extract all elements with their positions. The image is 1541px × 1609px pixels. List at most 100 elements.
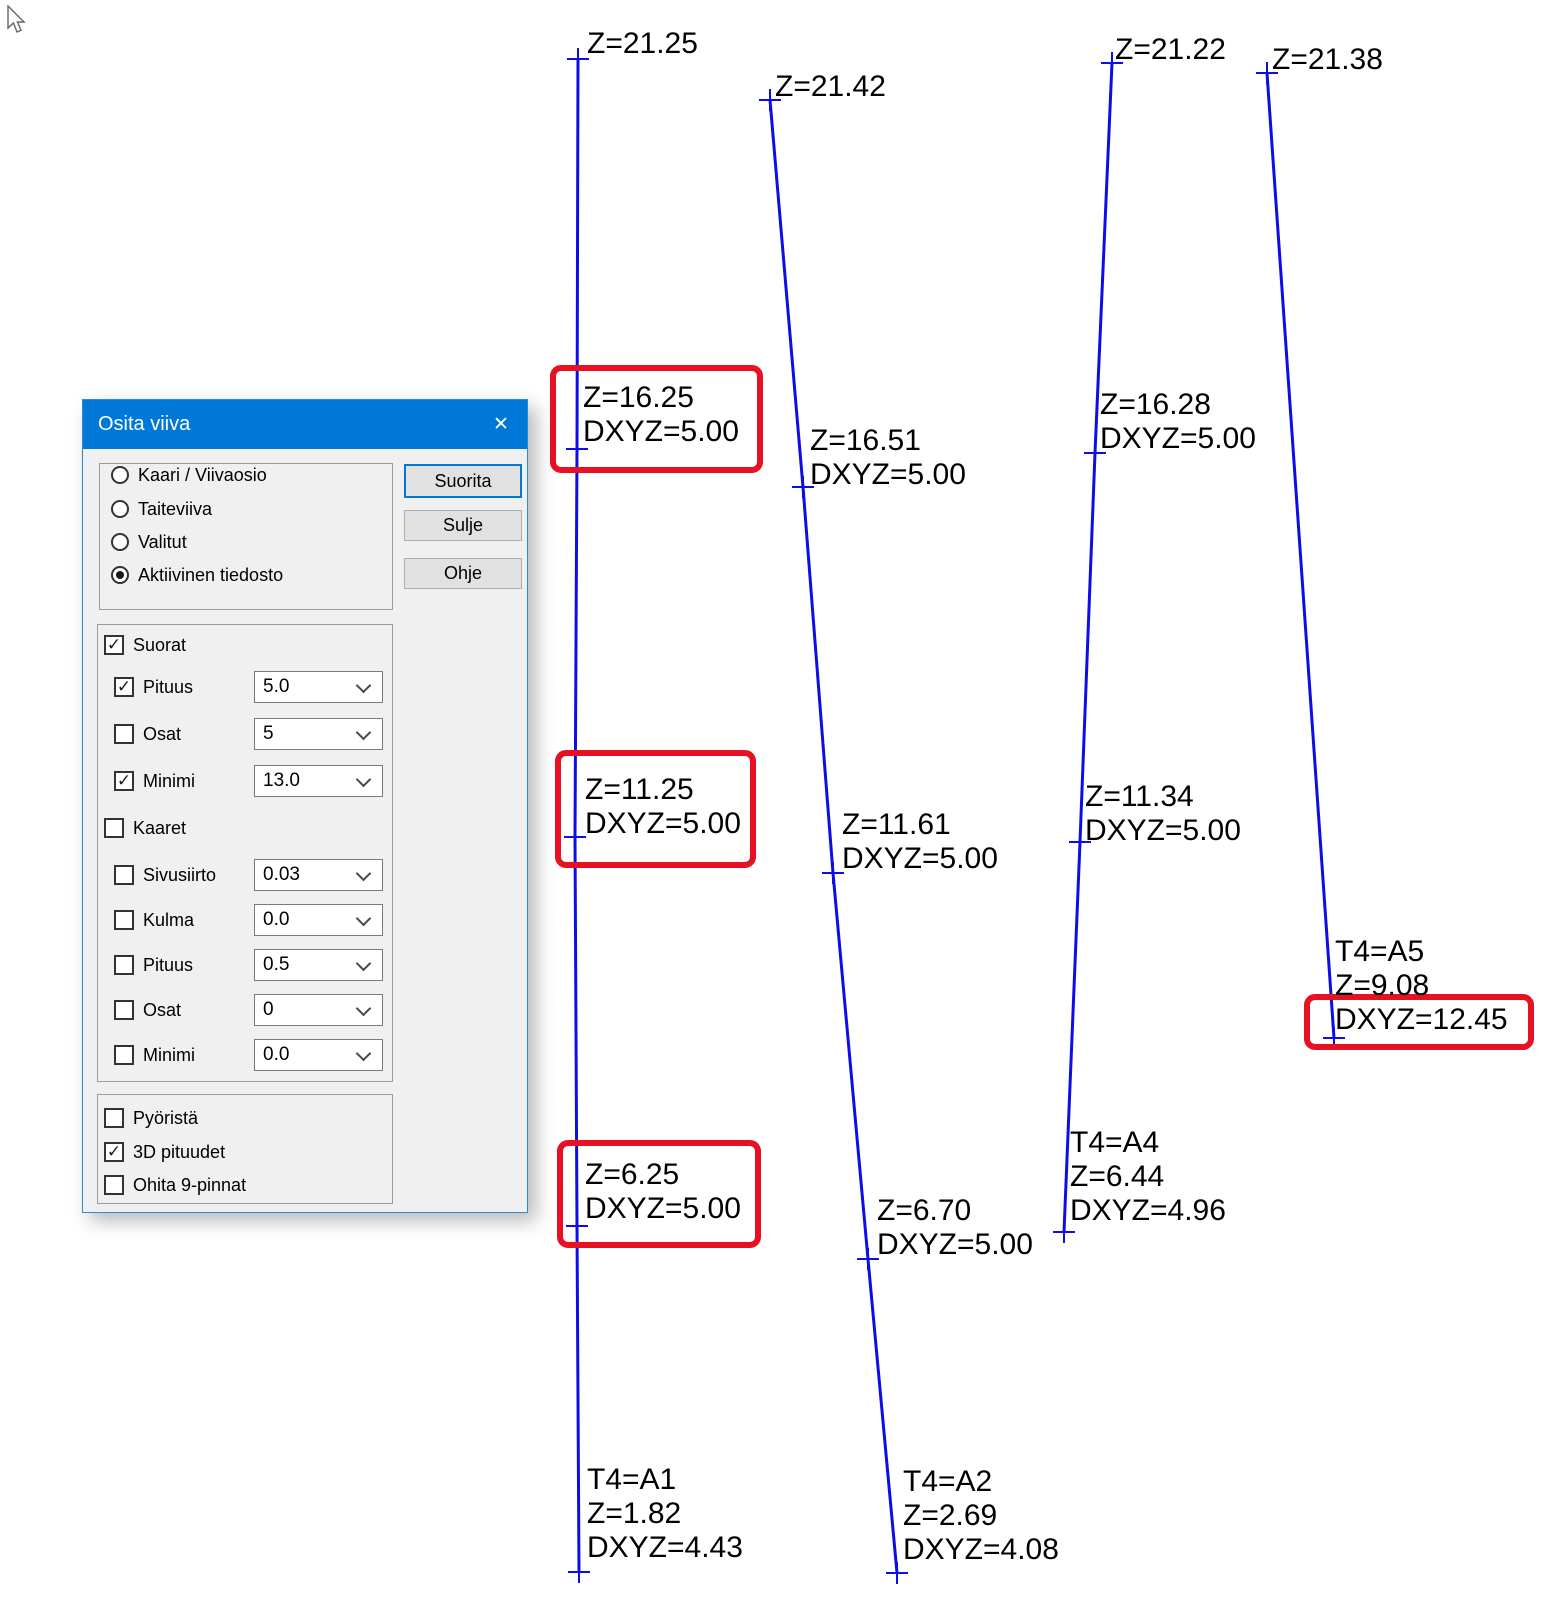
osat-combo[interactable]: 5: [254, 718, 383, 750]
chevron-down-icon: [355, 955, 372, 971]
vertex-cross-icon: [1256, 62, 1278, 84]
minimi-combo[interactable]: 13.0: [254, 765, 383, 797]
vertex-cross-icon: [568, 1561, 590, 1583]
point-label: Z=16.28: [1100, 388, 1211, 421]
kulma-combo[interactable]: 0.0: [254, 904, 383, 936]
ohita-9-pinnat-checkbox[interactable]: ✓: [104, 1175, 124, 1195]
help-button[interactable]: Ohje: [404, 558, 522, 589]
vertex-cross-icon: [1101, 52, 1123, 74]
checkbox-label: Minimi: [143, 770, 195, 791]
point-label: Z=21.25: [587, 27, 698, 60]
vertex-cross-icon: [567, 48, 589, 70]
sivusiirto-checkbox[interactable]: ✓: [114, 865, 134, 885]
checkbox-row-pyorista[interactable]: ✓ Pyöristä: [104, 1107, 198, 1129]
point-label: DXYZ=5.00: [1085, 814, 1241, 847]
point-label: T4=A1: [587, 1463, 676, 1496]
point-label: DXYZ=4.96: [1070, 1194, 1226, 1227]
survey-line-A1: [564, 48, 590, 1583]
checkbox-label: Sivusiirto: [143, 864, 217, 885]
execute-button[interactable]: Suorita: [404, 464, 522, 498]
check-icon: ✓: [106, 1141, 122, 1161]
checkbox-label: Osat: [143, 999, 182, 1020]
polyline-A1[interactable]: [573, 58, 581, 1573]
pituus-checkbox[interactable]: ✓: [114, 677, 134, 697]
pituus-combo[interactable]: 5.0: [254, 671, 383, 703]
radio-kaari-viivaosio[interactable]: [111, 466, 129, 484]
suorat-checkbox[interactable]: ✓: [104, 635, 124, 655]
point-label: DXYZ=5.00: [810, 458, 966, 491]
radio-label: Taiteviiva: [138, 498, 213, 519]
checkbox-label: Osat: [143, 723, 182, 744]
point-label: Z=21.42: [775, 70, 886, 103]
checkbox-row-sivusiirto[interactable]: ✓ Sivusiirto: [114, 864, 216, 886]
dialog-titlebar[interactable]: Osita viiva ✕: [83, 400, 527, 449]
radio-row-taiteviiva[interactable]: Taiteviiva: [111, 498, 212, 520]
point-label: DXYZ=5.00: [842, 842, 998, 875]
checkbox-label: Pituus: [143, 954, 194, 975]
checkbox-row-pituus[interactable]: ✓ Pituus: [114, 676, 193, 698]
highlight-box: [550, 365, 763, 473]
point-label: Z=11.34: [1085, 780, 1194, 813]
polyline-A5[interactable]: [1265, 72, 1336, 1039]
point-label: DXYZ=5.00: [1100, 422, 1256, 455]
point-label: Z=2.69: [903, 1499, 997, 1532]
point-label: DXYZ=12.45: [1335, 1003, 1508, 1036]
point-label: DXYZ=5.00: [583, 415, 739, 448]
checkbox-row-kulma[interactable]: ✓ Kulma: [114, 909, 194, 931]
3d-pituudet-checkbox[interactable]: ✓: [104, 1142, 124, 1162]
vertex-cross-icon: [566, 1215, 588, 1237]
close-button[interactable]: Sulje: [404, 510, 522, 541]
osat-arc-combo[interactable]: 0: [254, 994, 383, 1026]
point-label: Z=16.51: [810, 424, 921, 457]
combo-value: 0: [263, 999, 274, 1020]
osat-checkbox[interactable]: ✓: [114, 724, 134, 744]
checkbox-row-suorat[interactable]: ✓ Suorat: [104, 634, 186, 656]
point-label: Z=6.44: [1070, 1160, 1164, 1193]
survey-line-A4: [1053, 52, 1123, 1243]
mouse-cursor-icon: [7, 5, 26, 33]
point-label: Z=21.22: [1115, 33, 1226, 66]
point-label: DXYZ=4.43: [587, 1531, 743, 1564]
minimi-checkbox[interactable]: ✓: [114, 771, 134, 791]
polyline-A4[interactable]: [1062, 62, 1114, 1233]
pituus-arc-combo[interactable]: 0.5: [254, 949, 383, 981]
checkbox-row-pituus-arc[interactable]: ✓ Pituus: [114, 954, 193, 976]
kulma-checkbox[interactable]: ✓: [114, 910, 134, 930]
checkbox-row-osat[interactable]: ✓ Osat: [114, 723, 181, 745]
sivusiirto-combo[interactable]: 0.03: [254, 859, 383, 891]
vertex-cross-icon: [1053, 1221, 1075, 1243]
checkbox-row-minimi-arc[interactable]: ✓ Minimi: [114, 1044, 195, 1066]
pyorista-checkbox[interactable]: ✓: [104, 1108, 124, 1128]
checkbox-row-kaaret[interactable]: ✓ Kaaret: [104, 817, 186, 839]
radio-aktiivinen-tiedosto[interactable]: [111, 566, 129, 584]
radio-row-valitut[interactable]: Valitut: [111, 531, 187, 553]
point-label: T4=A5: [1335, 935, 1424, 968]
chevron-down-icon: [355, 724, 372, 740]
highlight-box: [555, 750, 756, 868]
osat-arc-checkbox[interactable]: ✓: [114, 1000, 134, 1020]
kaaret-checkbox[interactable]: ✓: [104, 818, 124, 838]
checkbox-row-minimi[interactable]: ✓ Minimi: [114, 770, 195, 792]
checkbox-label: Minimi: [143, 1044, 195, 1065]
check-icon: ✓: [106, 634, 122, 654]
checkbox-row-ohita-9-pinnat[interactable]: ✓ Ohita 9-pinnat: [104, 1174, 246, 1196]
check-icon: ✓: [116, 770, 132, 790]
radio-valitut[interactable]: [111, 533, 129, 551]
point-label: DXYZ=5.00: [585, 1192, 741, 1225]
vertex-cross-icon: [792, 476, 814, 498]
radio-row-aktiivinen-tiedosto[interactable]: Aktiivinen tiedosto: [111, 564, 283, 586]
minimi-arc-checkbox[interactable]: ✓: [114, 1045, 134, 1065]
close-icon[interactable]: ✕: [493, 414, 509, 435]
minimi-arc-combo[interactable]: 0.0: [254, 1039, 383, 1071]
combo-value: 0.0: [263, 909, 290, 930]
radio-row-kaari-viivaosio[interactable]: Kaari / Viivaosio: [111, 464, 267, 486]
checkbox-row-osat-arc[interactable]: ✓ Osat: [114, 999, 181, 1021]
survey-line-A5: [1256, 62, 1345, 1049]
pituus-arc-checkbox[interactable]: ✓: [114, 955, 134, 975]
chevron-down-icon: [355, 771, 372, 787]
radio-label: Aktiivinen tiedosto: [138, 564, 284, 585]
checkbox-row-3d-pituudet[interactable]: ✓ 3D pituudet: [104, 1141, 225, 1163]
radio-taiteviiva[interactable]: [111, 500, 129, 518]
